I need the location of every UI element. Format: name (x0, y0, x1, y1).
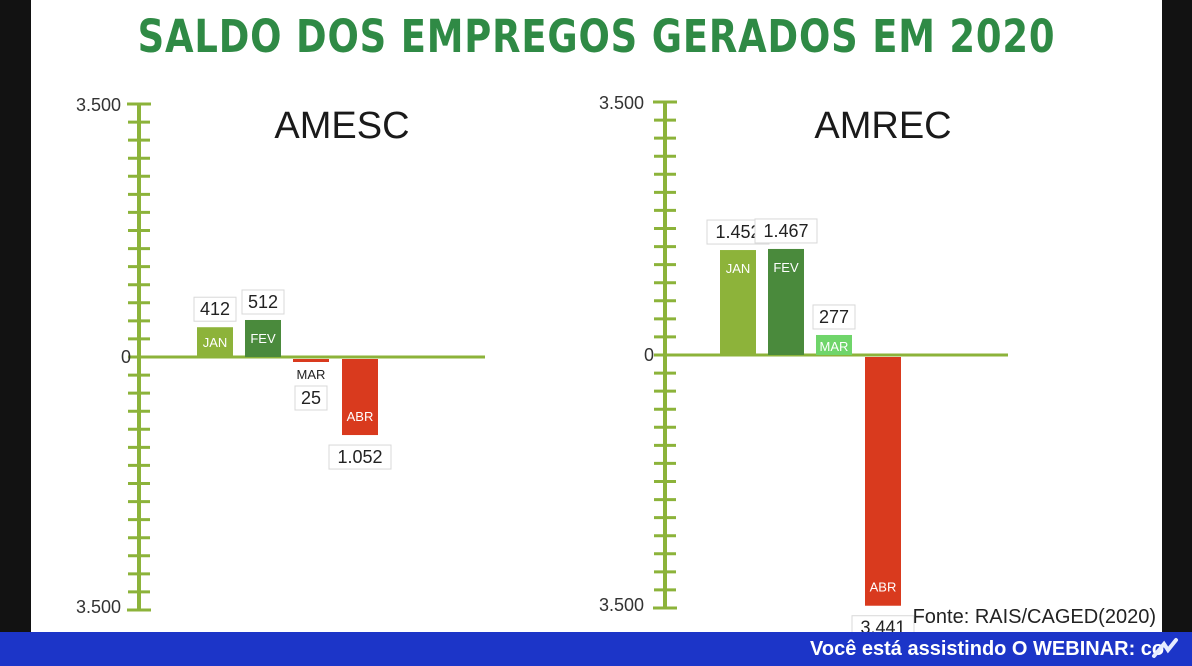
bar-jan (197, 327, 233, 357)
value-label: 277 (819, 307, 849, 327)
slide: SALDO DOS EMPREGOS GERADOS EM 2020 3.500… (31, 0, 1162, 632)
value-label: 512 (248, 292, 278, 312)
chart-title: AMREC (814, 105, 951, 147)
y-tick-label-zero: 0 (644, 345, 654, 365)
webinar-banner: Você está assistindo O WEBINAR: co (0, 632, 1192, 666)
value-label: 25 (301, 388, 321, 408)
category-label: FEV (250, 331, 276, 346)
value-label-box (812, 304, 856, 330)
value-label-box (851, 615, 915, 632)
y-tick-label-top: 3.500 (599, 93, 644, 113)
bar-mar (816, 334, 852, 355)
value-label: 412 (200, 299, 230, 319)
category-label: FEV (773, 260, 799, 275)
category-label: ABR (347, 409, 374, 424)
slide-title: SALDO DOS EMPREGOS GERADOS EM 2020 (137, 10, 1056, 63)
category-label: JAN (203, 335, 228, 350)
category-label: ABR (870, 580, 897, 595)
value-label-box (193, 296, 237, 322)
charts-canvas: 3.500 0 3.500 AMESC JAN 412 FEV 512 MAR 25 ABR 1.05… (76, 93, 1008, 632)
y-tick-label-top: 3.500 (76, 95, 121, 115)
value-label: 3.441 (860, 618, 905, 632)
logo-icon (1152, 638, 1178, 658)
value-label-box (754, 218, 818, 244)
value-label-box (294, 385, 328, 411)
source-note: Fonte: RAIS/CAGED(2020) (912, 606, 1156, 628)
y-tick-label-bottom: 3.500 (599, 595, 644, 615)
value-label: 1.052 (337, 447, 382, 467)
value-label: 1.452 (715, 222, 760, 242)
value-label-box (328, 444, 392, 470)
value-label: 1.467 (763, 221, 808, 241)
chart-title: AMESC (274, 105, 409, 147)
category-label: MAR (820, 339, 849, 354)
bar-mar (293, 359, 329, 362)
bar-abr (865, 357, 901, 606)
y-tick-label-zero: 0 (121, 347, 131, 367)
banner-text: Você está assistindo O WEBINAR: co (810, 638, 1165, 660)
category-label: MAR (297, 367, 326, 382)
bar-fev (245, 319, 281, 357)
y-tick-label-bottom: 3.500 (76, 597, 121, 617)
value-label-box (241, 289, 285, 315)
bar-jan (720, 250, 756, 355)
bar-abr (342, 359, 378, 436)
category-label: JAN (726, 261, 751, 276)
bar-fev (768, 248, 804, 355)
